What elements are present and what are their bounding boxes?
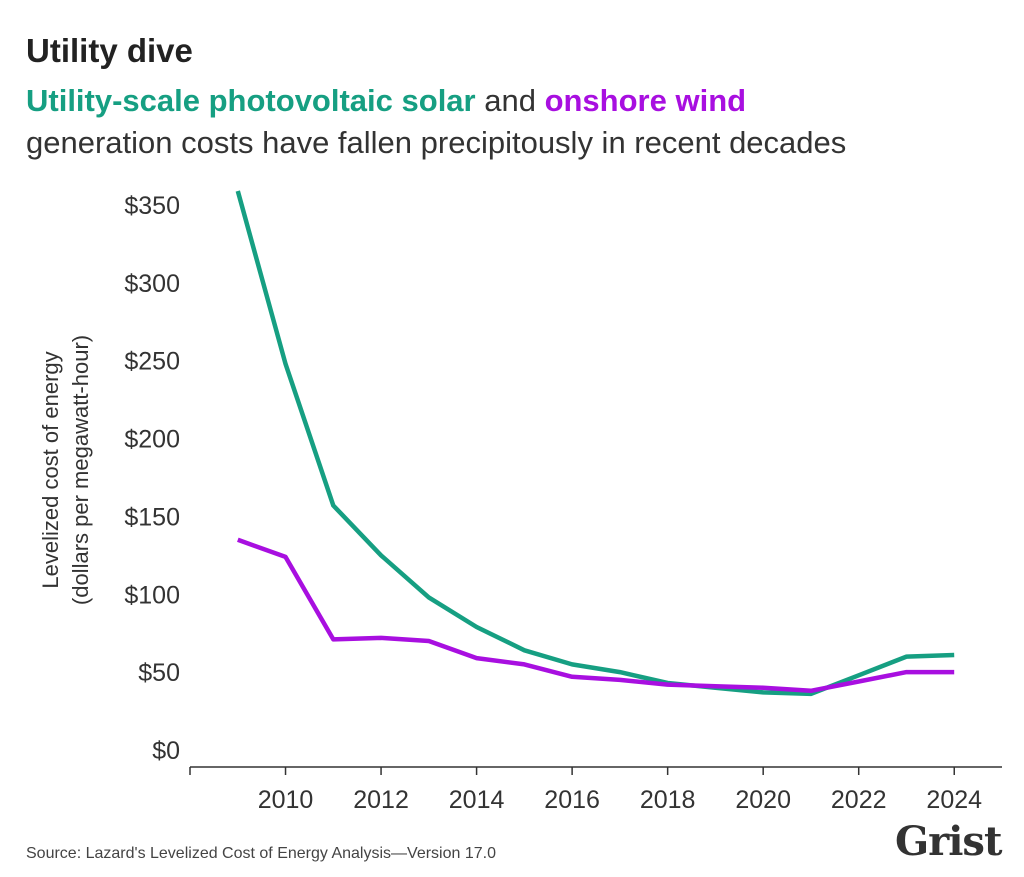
y-tick-label: $100	[124, 581, 180, 609]
y-tick-label: $0	[152, 737, 180, 765]
subtitle-solar-label: Utility-scale photovoltaic solar	[26, 83, 476, 118]
y-axis: $0 $50 $100 $150 $200 $250 $300 $350	[124, 192, 180, 765]
x-tick-label: 2022	[831, 786, 887, 814]
x-tick-label: 2020	[735, 786, 791, 814]
y-axis-label-line2: (dollars per megawatt-hour)	[68, 335, 93, 605]
x-tick-label: 2014	[449, 786, 505, 814]
y-tick-label: $350	[124, 192, 180, 220]
x-axis: 2010 2012 2014 2016 2018 2020 2022 2024	[189, 766, 1002, 814]
y-axis-label: Levelized cost of energy (dollars per me…	[38, 335, 93, 605]
x-tick-label: 2016	[544, 786, 600, 814]
grist-logo: Grist	[895, 818, 1002, 865]
subtitle-and: and	[475, 83, 545, 118]
series-line-onshore-wind	[237, 537, 955, 694]
x-tick-label: 2012	[353, 786, 409, 814]
subtitle-rest: generation costs have fallen precipitous…	[26, 125, 847, 160]
series-lines	[235, 190, 955, 697]
chart-subtitle: Utility-scale photovoltaic solar and ons…	[26, 80, 1006, 164]
y-tick-label: $200	[124, 426, 180, 454]
y-axis-label-line1: Levelized cost of energy	[38, 351, 63, 588]
y-tick-label: $300	[124, 270, 180, 298]
chart-title: Utility dive	[26, 32, 193, 69]
y-tick-label: $250	[124, 348, 180, 376]
x-tick-label: 2018	[640, 786, 696, 814]
subtitle-wind-label: onshore wind	[544, 83, 747, 118]
x-tick-label: 2010	[258, 786, 314, 814]
y-tick-label: $150	[124, 503, 180, 531]
x-tick-label: 2024	[926, 786, 982, 814]
source-note: Source: Lazard's Levelized Cost of Energ…	[26, 845, 496, 862]
y-tick-label: $50	[138, 659, 180, 687]
series-line-utility-scale-photovoltaic-solar	[235, 190, 955, 697]
